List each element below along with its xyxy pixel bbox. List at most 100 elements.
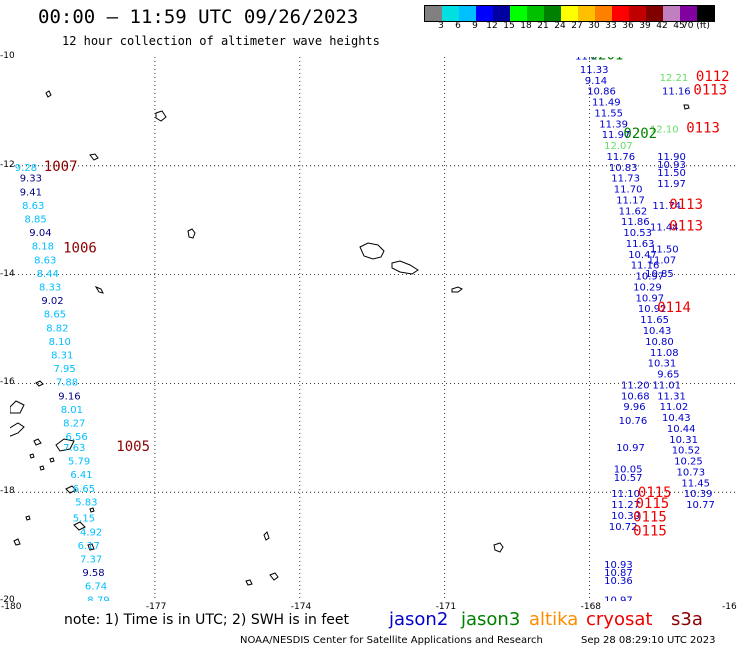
color-scale-label: 15 [503, 21, 515, 31]
graticule [10, 57, 736, 601]
swh-value: 8.01 [61, 405, 83, 416]
swh-value: 10.25 [674, 457, 703, 468]
color-scale-label: 27 [571, 21, 583, 31]
color-scale-label: 33 [605, 21, 617, 31]
color-swatch [680, 6, 697, 21]
swh-value: 10.47 [628, 250, 657, 261]
latitude-tick-label: -14 [0, 268, 15, 279]
island [29, 453, 35, 459]
swh-value: 12.07 [604, 141, 633, 152]
swh-value: 10.85 [645, 269, 674, 280]
swh-value: 11.20 [621, 380, 650, 391]
swh-value: 6.17 [78, 541, 100, 552]
satellite-jason3: jason3 [461, 609, 521, 630]
swh-value: 11.33 [580, 65, 609, 76]
swh-value: 6.74 [85, 582, 107, 593]
swh-value: 8.44 [37, 269, 59, 280]
swh-value: 11.97 [657, 179, 686, 190]
swh-value: 10.43 [643, 326, 672, 337]
swh-value: 8.18 [32, 242, 54, 253]
swh-value: 9.65 [657, 370, 679, 381]
island [55, 438, 75, 452]
swh-value: 10.44 [667, 424, 696, 435]
swh-value: 11.27 [575, 57, 604, 62]
swh-value: 9.02 [41, 296, 63, 307]
island [49, 457, 55, 463]
color-swatch [697, 6, 714, 21]
pass-time-label: 0113 [693, 83, 727, 99]
swh-value: 10.76 [619, 416, 648, 427]
swh-value: 10.72 [609, 522, 638, 533]
swh-value: 10.92 [638, 304, 667, 315]
swh-value: 4.92 [80, 527, 102, 538]
island [155, 110, 167, 122]
island [89, 153, 99, 161]
swh-value: 10.97 [604, 595, 633, 601]
swh-value: 9.58 [82, 568, 104, 579]
swh-value: 11.07 [648, 255, 677, 266]
island [39, 465, 45, 471]
color-scale-label: 45 [673, 21, 685, 31]
latitude-tick-label: -12 [0, 159, 15, 170]
swh-value: 9.41 [20, 187, 42, 198]
swh-value: 11.97 [602, 130, 631, 141]
longitude-tick-label: -177 [145, 602, 167, 612]
island [263, 531, 270, 541]
swh-value: 10.83 [609, 163, 638, 174]
swh-value: 9.33 [20, 174, 42, 185]
pass-time-label: 0202 [623, 126, 657, 142]
pass-time-label: 0113 [669, 219, 703, 235]
island [187, 228, 196, 239]
swh-value: 8.63 [34, 255, 56, 266]
pass-time-label: 0115 [633, 510, 667, 526]
swh-value: 6.41 [70, 470, 92, 481]
swh-value: 8.31 [51, 351, 73, 362]
island [45, 90, 52, 98]
color-scale-label: 21 [537, 21, 549, 31]
swh-value: 11.01 [652, 380, 681, 391]
swh-value: 10.52 [672, 446, 701, 457]
satellite-altika: altika [529, 609, 579, 630]
color-scale-labels: 3 6 9 12 15 18 21 24 27 30 33 36 39 42 45 70 (ft) [424, 21, 730, 33]
swh-value: 8.63 [22, 201, 44, 212]
longitude-tick-label: -171 [435, 602, 457, 612]
swh-value: 8.85 [25, 215, 47, 226]
island [493, 542, 504, 553]
color-swatch [561, 6, 578, 21]
swh-value: 11.50 [650, 244, 679, 255]
map-subtitle: 12 hour collection of altimeter wave hei… [62, 34, 380, 48]
island [451, 286, 463, 293]
swh-value: 7.63 [63, 443, 85, 454]
island [94, 285, 104, 294]
pass-time-label: 0112 [696, 69, 730, 85]
color-scale-label: 30 [588, 21, 600, 31]
swh-value: 9.16 [58, 391, 80, 402]
map-title: 00:00 — 11:59 UTC 09/26/2023 [38, 6, 359, 28]
swh-value: 10.31 [669, 435, 698, 446]
color-scale-label: 6 [455, 21, 461, 31]
pass-time-label: 0115 [633, 523, 667, 539]
pass-time-label: 1007 [44, 159, 78, 175]
swh-value: 7.95 [54, 364, 76, 375]
swh-labels: 11.2711.339.1410.8611.4911.5511.3911.971… [15, 57, 730, 601]
swh-value: 10.57 [614, 473, 643, 484]
color-swatch [425, 6, 442, 21]
swh-value: 10.39 [684, 489, 713, 500]
swh-value: 10.68 [621, 391, 650, 402]
color-scale-label: 70 (ft) [682, 21, 710, 31]
swh-value: 11.55 [594, 108, 623, 119]
pass-time-label: 1006 [63, 240, 97, 256]
swh-value: 10.97 [636, 272, 665, 283]
pass-time-label: 0115 [636, 496, 670, 512]
swh-value: 7.37 [80, 555, 102, 566]
island [73, 521, 86, 531]
color-swatch [646, 6, 663, 21]
color-swatch [527, 6, 544, 21]
swh-value: 10.97 [636, 293, 665, 304]
island [33, 438, 42, 446]
color-scale-label: 39 [639, 21, 651, 31]
island [269, 572, 279, 581]
color-swatch [476, 6, 493, 21]
swh-value: 12.10 [650, 125, 679, 136]
